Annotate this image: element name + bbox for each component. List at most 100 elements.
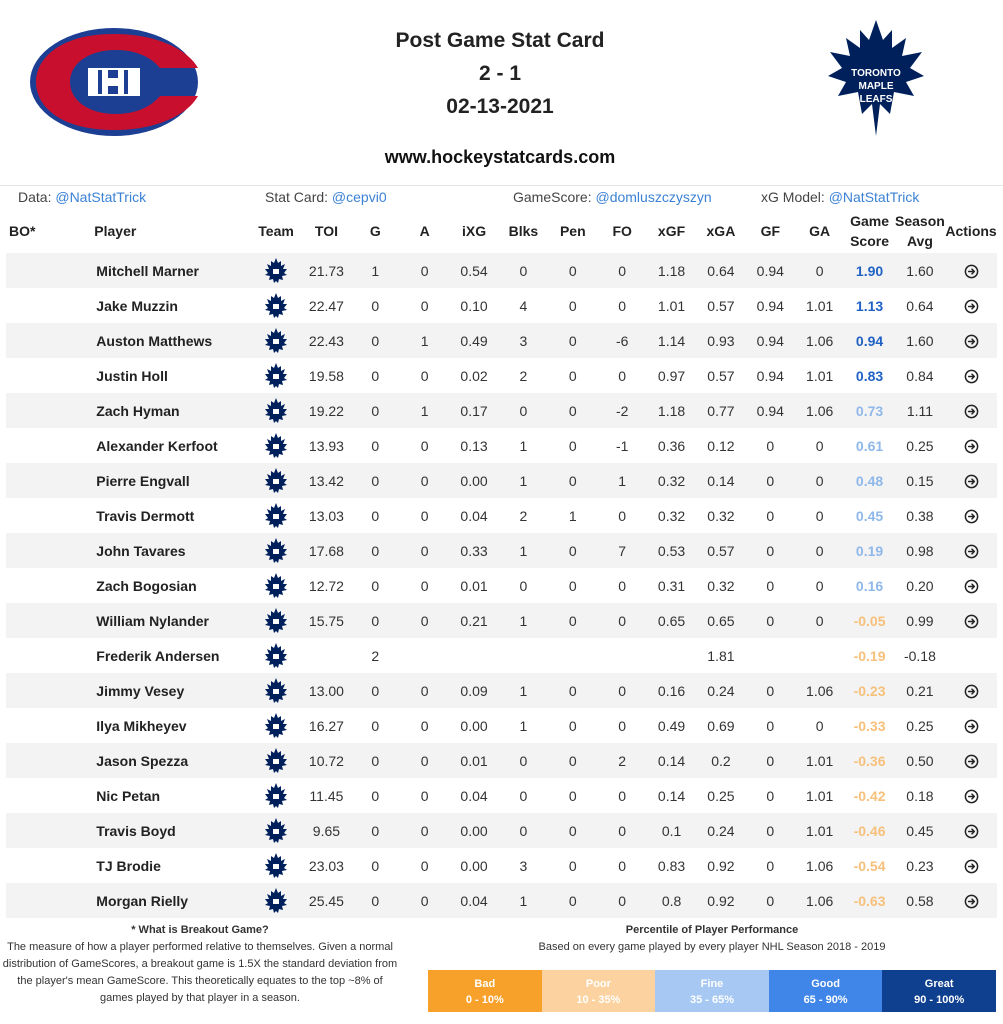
player-name[interactable]: Jake Muzzin bbox=[96, 297, 178, 314]
table-row[interactable]: Jimmy Vesey 13.00 0 0 0.09 1 0 0 0.16 0.24 0 1.06 -0… bbox=[6, 673, 997, 708]
team-cell bbox=[249, 533, 303, 568]
player-name[interactable]: Morgan Rielly bbox=[46, 883, 250, 918]
arrow-circle-right-icon[interactable] bbox=[964, 894, 979, 909]
table-row[interactable]: Alexander Kerfoot 13.93 0 0 0.13 1 0 -1 0.36 0.12… bbox=[6, 428, 997, 463]
table-row[interactable]: Pierre Engvall 13.42 0 0 0.00 1 0 1 0.32 0.14 0 0 0.… bbox=[6, 463, 997, 498]
player-name[interactable]: Ilya Mikheyev bbox=[96, 717, 187, 734]
player-name[interactable]: Zach Hyman bbox=[46, 393, 250, 428]
actions-cell bbox=[945, 848, 997, 883]
col-game-score[interactable]: Game Score bbox=[844, 208, 894, 253]
player-name[interactable]: William Nylander bbox=[46, 603, 250, 638]
stat-fo: 0 bbox=[618, 857, 627, 874]
player-name[interactable]: Travis Boyd bbox=[46, 813, 250, 848]
arrow-circle-right-icon[interactable] bbox=[964, 509, 979, 524]
stat-fo: 0 bbox=[597, 813, 647, 848]
table-row[interactable]: Ilya Mikheyev 16.27 0 0 0.00 1 0 0 0.49 0.69 0 0 -0.… bbox=[6, 708, 997, 743]
arrow-circle-right-icon[interactable] bbox=[964, 369, 979, 384]
table-row[interactable]: Jake Muzzin 22.47 0 0 0.10 4 0 0 1.01 0.57 0.94 1.0… bbox=[6, 288, 997, 323]
maple-leaf-icon bbox=[264, 677, 288, 705]
player-name[interactable]: Zach Bogosian bbox=[96, 577, 197, 594]
arrow-circle-right-icon[interactable] bbox=[964, 334, 979, 349]
table-row[interactable]: TJ Brodie 23.03 0 0 0.00 3 0 0 0.83 0.92 0 1.06 -0.5… bbox=[6, 848, 997, 883]
col-ixg[interactable]: iXG bbox=[461, 222, 487, 239]
arrow-circle-right-icon[interactable] bbox=[964, 719, 979, 734]
arrow-circle-right-icon[interactable] bbox=[964, 439, 979, 454]
col-ga[interactable]: GA bbox=[809, 222, 831, 239]
player-name[interactable]: Jimmy Vesey bbox=[46, 673, 250, 708]
player-name[interactable]: Travis Dermott bbox=[96, 507, 195, 524]
col-xga[interactable]: xGA bbox=[706, 222, 736, 239]
table-row[interactable]: Jason Spezza 10.72 0 0 0.01 0 0 2 0.14 0.2 0 1.01 -0… bbox=[6, 743, 997, 778]
stat-xga: 0.65 bbox=[696, 603, 746, 638]
stat-blks: 3 bbox=[498, 323, 549, 358]
player-name[interactable]: John Tavares bbox=[46, 533, 250, 568]
credit-label: Data: bbox=[18, 189, 52, 205]
arrow-circle-right-icon[interactable] bbox=[964, 824, 979, 839]
legend-label: Great bbox=[924, 978, 954, 990]
col-bo[interactable]: BO* bbox=[9, 222, 36, 239]
table-row[interactable]: William Nylander 15.75 0 0 0.21 1 0 0 0.65 0.65 0 0… bbox=[6, 603, 997, 638]
stat-a: 0 bbox=[420, 297, 429, 314]
credit-link[interactable]: @NatStatTrick bbox=[55, 189, 147, 205]
arrow-circle-right-icon[interactable] bbox=[964, 474, 979, 489]
arrow-circle-right-icon[interactable] bbox=[964, 754, 979, 769]
col-fo[interactable]: FO bbox=[612, 222, 632, 239]
player-name[interactable]: Frederik Andersen bbox=[96, 647, 220, 664]
player-name[interactable]: Jason Spezza bbox=[46, 743, 250, 778]
table-row[interactable]: Mitchell Marner 21.73 1 0 0.54 0 0 0 1.18 0.64 0.9… bbox=[6, 253, 997, 288]
arrow-circle-right-icon[interactable] bbox=[964, 544, 979, 559]
col-blks[interactable]: Blks bbox=[508, 222, 539, 239]
maple-leaf-icon bbox=[264, 537, 288, 565]
table-row[interactable]: Zach Hyman 19.22 0 1 0.17 0 0 -2 1.18 0.77 0.94 1.0… bbox=[6, 393, 997, 428]
col-season-avg-line1: Season bbox=[895, 212, 945, 229]
stat-toi bbox=[302, 638, 350, 673]
arrow-circle-right-icon[interactable] bbox=[964, 789, 979, 804]
bo-cell bbox=[6, 638, 46, 673]
player-name[interactable]: Alexander Kerfoot bbox=[96, 437, 218, 454]
arrow-circle-right-icon[interactable] bbox=[964, 614, 979, 629]
table-row[interactable]: Zach Bogosian 12.72 0 0 0.01 0 0 0 0.31 0.32 0 0 0.1… bbox=[6, 568, 997, 603]
stat-pen: 0 bbox=[548, 883, 598, 918]
stat-ga: 0 bbox=[794, 603, 845, 638]
table-row[interactable]: Justin Holl 19.58 0 0 0.02 2 0 0 0.97 0.57 0.94 1.0… bbox=[6, 358, 997, 393]
col-g[interactable]: G bbox=[369, 222, 381, 239]
player-name[interactable]: Auston Matthews bbox=[46, 323, 250, 358]
col-game-score-line2: Score bbox=[850, 232, 889, 249]
stat-fo: 0 bbox=[597, 883, 647, 918]
col-a[interactable]: A bbox=[419, 222, 430, 239]
arrow-circle-right-icon[interactable] bbox=[964, 264, 979, 279]
col-xgf[interactable]: xGF bbox=[657, 222, 686, 239]
table-row[interactable]: John Tavares 17.68 0 0 0.33 1 0 7 0.53 0.57 0 0 0.19… bbox=[6, 533, 997, 568]
credit-link[interactable]: @NatStatTrick bbox=[828, 189, 920, 205]
player-name[interactable]: TJ Brodie bbox=[96, 857, 161, 874]
arrow-circle-right-icon[interactable] bbox=[964, 579, 979, 594]
arrow-circle-right-icon[interactable] bbox=[964, 404, 979, 419]
col-toi[interactable]: TOI bbox=[314, 222, 338, 239]
stat-pen: 0 bbox=[568, 577, 577, 594]
col-gf[interactable]: GF bbox=[760, 222, 781, 239]
col-pen[interactable]: Pen bbox=[559, 222, 586, 239]
table-row[interactable]: Morgan Rielly 25.45 0 0 0.04 1 0 0 0.8 0.92 0 1.06-… bbox=[6, 883, 997, 918]
arrow-circle-right-icon[interactable] bbox=[964, 299, 979, 314]
credit-link[interactable]: @domluszczyszyn bbox=[595, 189, 712, 205]
col-season-avg[interactable]: Season Avg bbox=[895, 208, 945, 253]
table-row[interactable]: Auston Matthews 22.43 0 1 0.49 3 0 -6 1.14 0.93 0.… bbox=[6, 323, 997, 358]
player-name[interactable]: Justin Holl bbox=[96, 367, 168, 384]
table-row[interactable]: Frederik Andersen 2 1.81 -0.19 -0.18 bbox=[6, 638, 997, 673]
stat-xgf: 0.36 bbox=[657, 437, 686, 454]
stat-blks: 0 bbox=[498, 813, 549, 848]
breakout-explainer: * What is Breakout Game? The measure of … bbox=[0, 922, 400, 1007]
svg-text:MAPLE: MAPLE bbox=[859, 81, 894, 92]
player-name[interactable]: Mitchell Marner bbox=[46, 253, 250, 288]
arrow-circle-right-icon[interactable] bbox=[964, 684, 979, 699]
col-player[interactable]: Player bbox=[94, 222, 137, 239]
table-row[interactable]: Nic Petan 11.45 0 0 0.04 0 0 0 0.14 0.25 0 1.01 -0.4… bbox=[6, 778, 997, 813]
player-name[interactable]: Pierre Engvall bbox=[46, 463, 250, 498]
arrow-circle-right-icon[interactable] bbox=[964, 859, 979, 874]
breakout-line: the player's mean GameScore. This theore… bbox=[17, 975, 383, 987]
credit-link[interactable]: @cepvi0 bbox=[331, 189, 387, 205]
table-row[interactable]: Travis Boyd 9.65 0 0 0.00 0 0 0 0.1 0.24 0 1.01 -0.4… bbox=[6, 813, 997, 848]
table-row[interactable]: Travis Dermott 13.03 0 0 0.04 2 1 0 0.32 0.32 0 0 0.… bbox=[6, 498, 997, 533]
player-name[interactable]: Nic Petan bbox=[96, 787, 161, 804]
col-team[interactable]: Team bbox=[258, 222, 294, 239]
